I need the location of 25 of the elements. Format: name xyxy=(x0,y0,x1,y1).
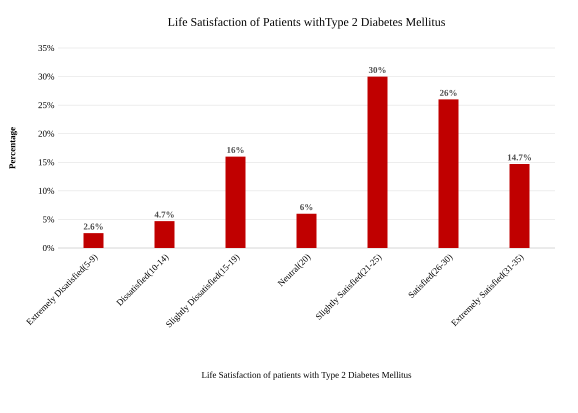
y-tick-label: 5% xyxy=(43,216,54,222)
y-tick-label: 10% xyxy=(38,188,54,194)
y-tick-label: 25% xyxy=(38,102,54,108)
y-tick-label: 35% xyxy=(38,44,54,52)
data-label: 16% xyxy=(227,146,244,154)
y-tick-label: 0% xyxy=(42,244,54,252)
data-label: 26% xyxy=(440,90,457,96)
data-label: 4.7% xyxy=(154,212,174,218)
bar xyxy=(154,221,174,248)
bar xyxy=(438,99,459,248)
y-tick-label: 20% xyxy=(38,130,54,137)
data-label: 2.6% xyxy=(84,224,103,230)
bar xyxy=(226,156,246,248)
y-tick-label: 30% xyxy=(38,74,54,80)
chart-title: Life Satisfaction of Patients withType 2 Diabetes Mellitus xyxy=(168,18,445,28)
x-axis-title: Life Satisfaction of patients with Type 2 Diabetes Mellitus xyxy=(202,372,412,380)
data-label: 30% xyxy=(368,66,386,74)
y-axis-title: Percentage xyxy=(9,127,18,169)
y-tick-label: 15% xyxy=(38,159,54,166)
bar xyxy=(296,214,317,248)
bar xyxy=(510,164,530,248)
bar xyxy=(368,76,388,248)
data-label: 14.7% xyxy=(508,154,531,160)
data-label: 6% xyxy=(300,204,312,210)
bar xyxy=(84,233,104,248)
